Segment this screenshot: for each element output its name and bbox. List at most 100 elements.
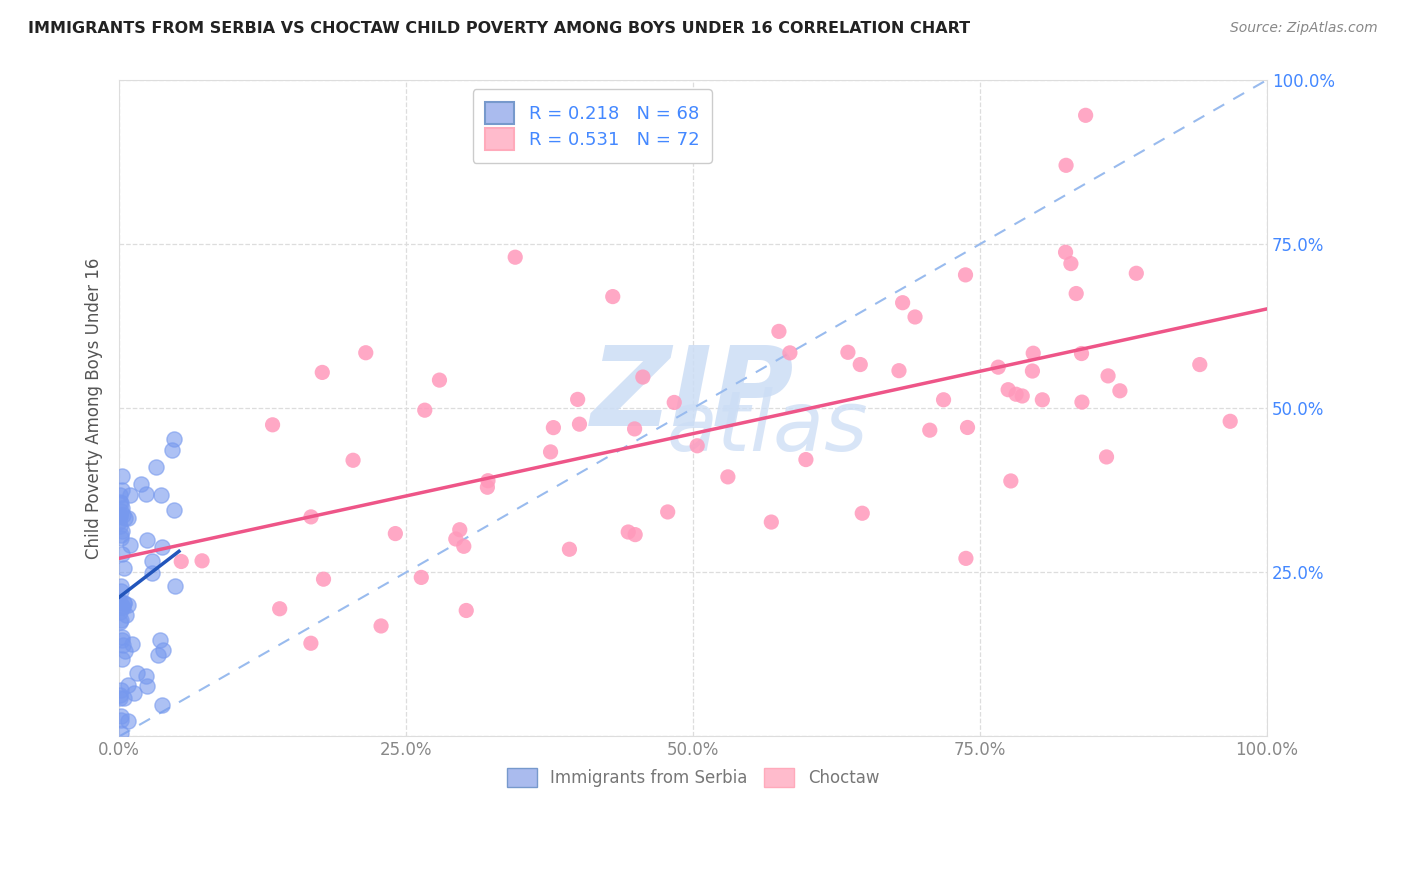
Point — [111, 524, 134, 538]
Point — [413, 403, 436, 417]
Point — [269, 601, 291, 615]
Point — [112, 561, 135, 575]
Point — [558, 542, 581, 557]
Point — [1095, 450, 1118, 464]
Point — [449, 523, 471, 537]
Point — [110, 709, 132, 723]
Point — [851, 506, 873, 520]
Text: ZIP: ZIP — [592, 342, 794, 449]
Point — [112, 690, 135, 705]
Point — [1109, 384, 1132, 398]
Point — [163, 579, 186, 593]
Point — [108, 488, 131, 502]
Point — [111, 600, 134, 615]
Point — [717, 470, 740, 484]
Point — [1125, 266, 1147, 280]
Point — [543, 420, 565, 434]
Point — [127, 665, 149, 680]
Point — [837, 345, 859, 359]
Point — [110, 519, 132, 533]
Point — [456, 603, 478, 617]
Point — [111, 633, 134, 648]
Point — [149, 488, 172, 502]
Point — [129, 476, 152, 491]
Point — [170, 554, 193, 568]
Point — [262, 417, 284, 432]
Point — [145, 460, 167, 475]
Point — [141, 554, 163, 568]
Point — [444, 532, 467, 546]
Point — [110, 613, 132, 627]
Point — [918, 423, 941, 437]
Point — [1071, 395, 1094, 409]
Point — [108, 509, 131, 524]
Point — [110, 630, 132, 644]
Point — [108, 595, 131, 609]
Point — [114, 643, 136, 657]
Point — [1022, 346, 1045, 360]
Point — [987, 360, 1010, 375]
Point — [794, 452, 817, 467]
Point — [110, 584, 132, 599]
Point — [111, 469, 134, 483]
Point — [152, 643, 174, 657]
Point — [112, 638, 135, 652]
Point — [1011, 389, 1033, 403]
Point — [150, 540, 173, 554]
Point — [1000, 474, 1022, 488]
Point — [1005, 387, 1028, 401]
Point — [503, 250, 526, 264]
Point — [163, 503, 186, 517]
Point — [623, 422, 645, 436]
Point — [135, 668, 157, 682]
Point — [299, 509, 322, 524]
Point — [110, 726, 132, 740]
Point — [997, 383, 1019, 397]
Point — [117, 678, 139, 692]
Point — [118, 488, 141, 502]
Point — [657, 505, 679, 519]
Point — [624, 527, 647, 541]
Point — [110, 682, 132, 697]
Point — [111, 483, 134, 497]
Point — [342, 453, 364, 467]
Point — [686, 439, 709, 453]
Point — [1064, 286, 1087, 301]
Point — [108, 495, 131, 509]
Point — [904, 310, 927, 324]
Point — [477, 480, 499, 494]
Point — [110, 504, 132, 518]
Point — [568, 417, 591, 432]
Point — [118, 538, 141, 552]
Point — [1031, 392, 1053, 407]
Point — [135, 533, 157, 548]
Point — [768, 325, 790, 339]
Point — [135, 487, 157, 501]
Y-axis label: Child Poverty Among Boys Under 16: Child Poverty Among Boys Under 16 — [86, 258, 103, 559]
Point — [117, 511, 139, 525]
Text: Source: ZipAtlas.com: Source: ZipAtlas.com — [1230, 21, 1378, 35]
Point — [891, 295, 914, 310]
Point — [160, 442, 183, 457]
Point — [664, 395, 686, 409]
Point — [453, 539, 475, 553]
Point — [1070, 346, 1092, 360]
Point — [354, 345, 377, 359]
Point — [114, 597, 136, 611]
Point — [370, 619, 392, 633]
Point — [631, 370, 654, 384]
Point — [429, 373, 451, 387]
Point — [617, 524, 640, 539]
Point — [110, 713, 132, 727]
Point — [540, 445, 562, 459]
Point — [141, 566, 163, 580]
Point — [1054, 245, 1077, 260]
Point — [112, 596, 135, 610]
Point — [149, 632, 172, 647]
Point — [124, 686, 146, 700]
Point — [932, 392, 955, 407]
Point — [1074, 108, 1097, 122]
Text: atlas: atlas — [666, 387, 869, 468]
Point — [117, 714, 139, 728]
Point — [110, 531, 132, 545]
